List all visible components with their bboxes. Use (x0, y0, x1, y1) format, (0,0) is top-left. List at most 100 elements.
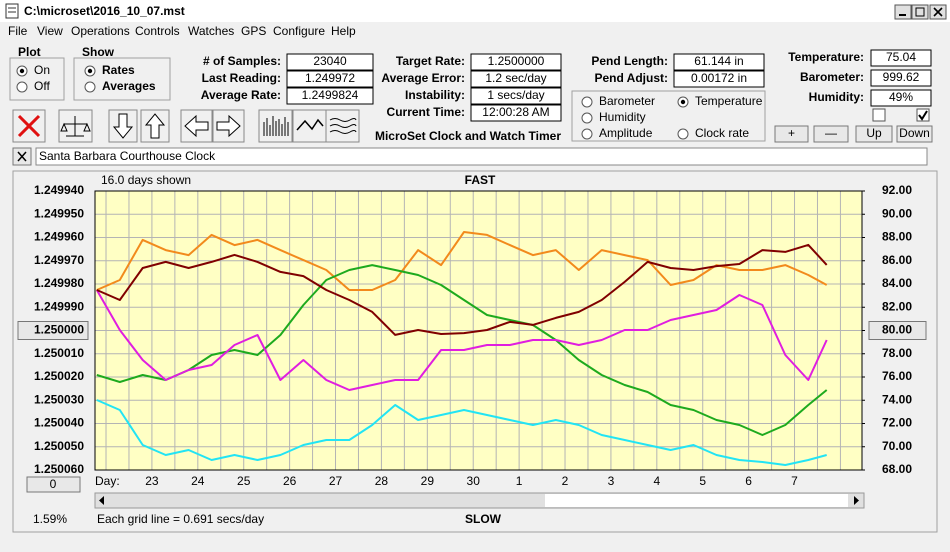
field-label: Current Time: (387, 105, 465, 119)
y2-tick-label: 88.00 (882, 230, 912, 244)
series-line (96, 399, 827, 466)
field-box (470, 87, 562, 105)
y-tick-label: 1.249970 (34, 253, 84, 267)
bars-icon (263, 116, 289, 136)
y2-tick-label: 90.00 (882, 206, 912, 220)
window-controls[interactable] (894, 4, 947, 20)
button-label: Down (899, 126, 930, 140)
field-box (673, 70, 765, 88)
menu-item[interactable]: Controls (135, 24, 180, 38)
group-label: Show (82, 45, 115, 59)
series-line (96, 264, 828, 436)
sensor-radio[interactable] (581, 128, 593, 140)
x-tick-label: 24 (191, 474, 205, 488)
x-tick-label: 7 (791, 474, 798, 488)
field-label: Last Reading: (202, 71, 281, 85)
menu-item[interactable]: Operations (71, 24, 130, 38)
footnote: Each grid line = 0.691 secs/day (97, 512, 264, 526)
clock-name-field[interactable] (35, 147, 928, 166)
offset-button-label: 0 (50, 477, 57, 491)
x-tick-label: 29 (421, 474, 435, 488)
waves-icon (329, 118, 357, 134)
field-box (870, 69, 932, 87)
button[interactable] (855, 125, 893, 143)
offset-button[interactable] (26, 476, 81, 493)
fast-label: FAST (465, 173, 496, 187)
field-label: Average Error: (381, 71, 465, 85)
left-icon (184, 114, 209, 138)
menu-item[interactable]: Help (331, 24, 356, 38)
x-tick-label: 1 (516, 474, 523, 488)
field-label: Target Rate: (396, 54, 465, 68)
series-line (95, 289, 828, 391)
y-tick-label: 1.249960 (34, 230, 84, 244)
down-icon (112, 113, 134, 139)
minimize-button[interactable] (894, 4, 912, 20)
menu-item[interactable]: GPS (241, 24, 266, 38)
field-label: Instability: (405, 88, 465, 102)
scroll-right[interactable] (854, 496, 859, 505)
maximize-button[interactable] (911, 4, 929, 20)
stop-icon (17, 114, 41, 138)
field-value: 75.04 (886, 50, 916, 64)
menu-item[interactable]: File (8, 24, 28, 38)
sensor-label: Humidity (599, 110, 646, 124)
y2-tick-label: 74.00 (882, 392, 912, 406)
menu-item[interactable]: View (37, 24, 63, 38)
scrollbar-track (545, 494, 848, 507)
button-label: Up (866, 126, 882, 140)
field-value: 49% (889, 90, 913, 104)
button[interactable] (774, 125, 809, 143)
field-box (470, 53, 562, 71)
y2-tick-label: 76.00 (882, 369, 912, 383)
x-tick-label: 26 (283, 474, 297, 488)
waves-button[interactable] (325, 109, 360, 143)
window-title: C:\microset\2016_10_07.mst (24, 4, 185, 18)
plot-group-box (9, 57, 65, 101)
radio-dot (87, 68, 93, 74)
x-tick-label: 28 (375, 474, 389, 488)
y2-tick-button[interactable] (868, 321, 927, 340)
sensor-radio-dot (680, 99, 686, 105)
days-shown: 16.0 days shown (101, 173, 191, 187)
maximize-icon (915, 7, 925, 17)
y-tick-label: 1.249980 (34, 276, 84, 290)
field-value: 61.144 in (694, 54, 743, 68)
x-tick-label: 6 (745, 474, 752, 488)
sensor-radio[interactable] (581, 96, 593, 108)
clock-name: Santa Barbara Courthouse Clock (39, 149, 216, 163)
button[interactable] (813, 125, 849, 143)
y-tick-label: 1.250020 (34, 369, 84, 383)
field-box (870, 89, 932, 107)
y2-tick-label: 70.00 (882, 439, 912, 453)
field-label: Pend Adjust: (594, 71, 668, 85)
radio[interactable] (84, 81, 96, 93)
wave-icon (296, 118, 324, 131)
sensor-radio[interactable] (581, 112, 593, 124)
menu-item[interactable]: Configure (273, 24, 325, 38)
y2-tick-label: 84.00 (882, 276, 912, 290)
close-icon (933, 7, 943, 17)
y-tick-button[interactable] (17, 321, 89, 340)
checkbox-check (918, 110, 928, 121)
plot-border (94, 190, 863, 471)
x-tick-label: 4 (653, 474, 660, 488)
radio-dot (19, 68, 25, 74)
field-box (673, 53, 765, 71)
field-box (870, 49, 932, 67)
title-bar (0, 0, 950, 22)
clear-name-icon (17, 151, 27, 162)
x-tick-label: 30 (467, 474, 481, 488)
button[interactable] (896, 125, 933, 143)
scroll-left[interactable] (99, 496, 104, 505)
sensor-radio[interactable] (677, 128, 689, 140)
menu-item[interactable]: Watches (188, 24, 234, 38)
series-line (96, 231, 828, 291)
checkbox[interactable] (872, 108, 886, 122)
radio[interactable] (16, 81, 28, 93)
status: 1.59% (33, 512, 67, 526)
series-line (96, 243, 828, 336)
field-box (286, 70, 374, 88)
field-value: 1.2500000 (488, 54, 545, 68)
